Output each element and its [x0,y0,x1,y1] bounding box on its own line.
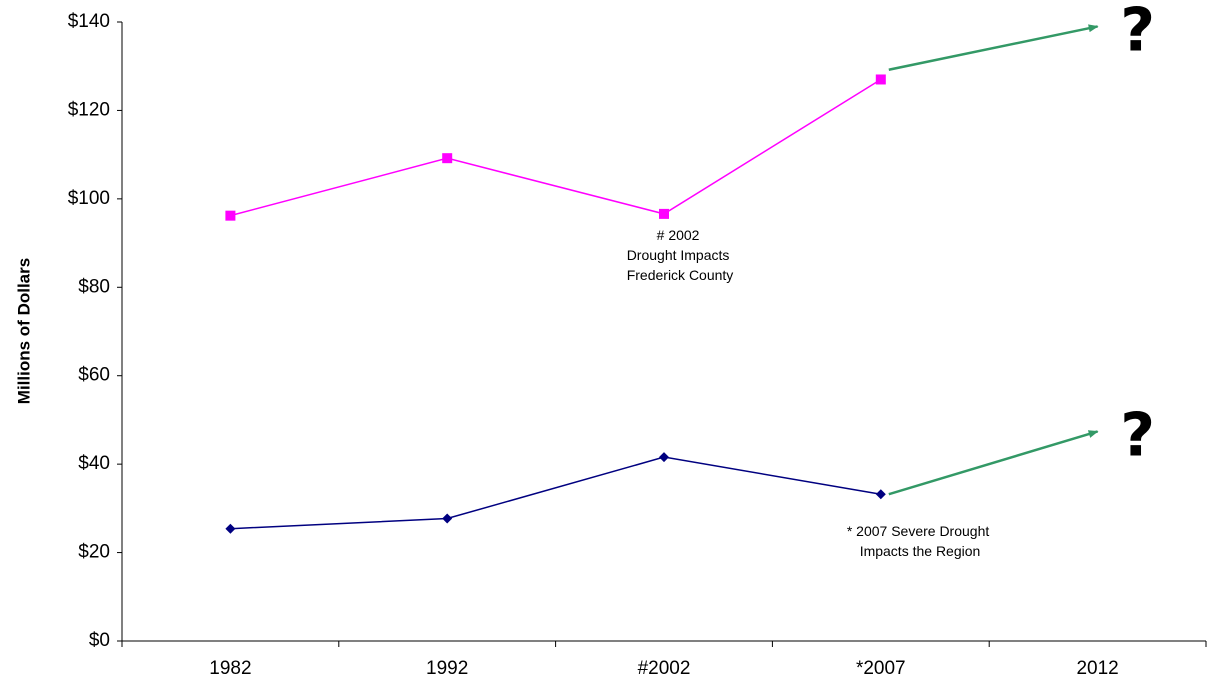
y-tick-label: $40 [78,453,110,474]
annotation-2007: * 2007 Severe Drought Impacts the Region [847,523,993,559]
y-tick-label: $140 [68,11,110,32]
question-mark-2: ? [1120,400,1155,470]
annotation-2002: # 2002 Drought Impacts Frederick County [627,227,734,283]
series-2-point [225,523,236,534]
annotation-2002-line-2: Drought Impacts [627,247,730,263]
series-2-point [875,489,886,500]
series-layer [225,74,886,534]
series-2-point [659,452,669,463]
y-ticks: $0 $20 $40 $60 $80 $100 $120 $140 [68,11,122,651]
y-tick-label: $20 [78,542,110,563]
y-axis: $0 $20 $40 $60 $80 $100 $120 $140 [68,11,123,651]
y-tick-label: $80 [78,276,110,297]
y-tick-label: $0 [89,630,110,651]
x-tick-label: *2007 [856,658,906,679]
series-2-point [442,513,453,524]
x-tick-label: 1982 [209,658,251,679]
y-tick-label: $100 [68,188,110,209]
x-tick-label: #2002 [638,658,691,679]
projection-layer: ?? [888,0,1155,496]
series-1-point [225,210,236,221]
question-mark-1: ? [1120,0,1155,65]
y-axis-title: Millions of Dollars [14,258,33,404]
annotation-2007-line-2: Impacts the Region [860,543,981,559]
annotation-2002-line-3: Frederick County [627,267,734,283]
x-tick-label: 2012 [1076,658,1118,679]
y-tick-label: $120 [68,99,110,120]
projection-arrow-1 [888,24,1099,71]
series-2-line [230,456,881,530]
x-tick-label: 1992 [426,658,468,679]
y-tick-label: $60 [78,365,110,386]
annotation-2007-line-1: * 2007 Severe Drought [847,523,990,539]
series-1-point [875,74,886,85]
series-1-point [442,153,453,164]
x-axis: 1982 1992 #2002 *2007 2012 [121,640,1207,679]
series-1-point [659,208,669,219]
annotation-2002-line-1: # 2002 [657,227,700,243]
projection-arrow-2 [888,430,1099,496]
x-ticks: 1982 1992 #2002 *2007 2012 [121,641,1207,679]
series-1-line [230,78,882,217]
